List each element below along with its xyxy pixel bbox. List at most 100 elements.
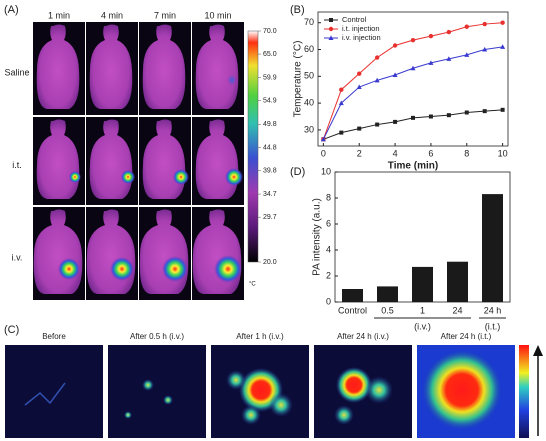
row-label: i.t. xyxy=(12,160,22,170)
time-label: 7 min xyxy=(154,10,176,20)
marker xyxy=(357,71,362,76)
pa-blob xyxy=(124,411,132,419)
image-label: Before xyxy=(42,332,66,341)
y-tick-label: 30 xyxy=(304,124,314,134)
marker xyxy=(357,126,362,131)
hot-spot xyxy=(58,258,80,280)
panel-label: (D) xyxy=(290,166,305,178)
y-tick-label: 60 xyxy=(304,44,314,54)
pa-blob xyxy=(226,370,246,390)
series-line xyxy=(323,109,503,140)
marker xyxy=(428,33,434,39)
colorbar-tick-label: 70.0 xyxy=(263,28,277,35)
hot-spot xyxy=(225,168,243,186)
panel-label: (A) xyxy=(4,4,19,16)
legend-marker xyxy=(329,18,333,22)
bar xyxy=(342,289,363,302)
pa-bg xyxy=(108,345,206,438)
colorbar-unit: °C xyxy=(249,282,256,288)
mouse-body xyxy=(36,24,80,109)
legend-label: Control xyxy=(342,15,367,24)
colorbar xyxy=(247,30,259,263)
marker xyxy=(374,55,380,60)
image-label: After 0.5 h (i.v.) xyxy=(130,332,184,341)
marker xyxy=(393,119,398,124)
pa-blob xyxy=(334,405,354,425)
pa-blob xyxy=(365,376,393,404)
bar xyxy=(377,286,398,302)
pa-image-panel: Before After 0.5 h (i.v.) After 1 h (i.v.)… xyxy=(5,332,543,438)
y-tick-label: 8 xyxy=(326,192,331,202)
marker xyxy=(464,24,469,29)
x-tick-label: 2 xyxy=(357,148,362,158)
y-axis-label: Temperature (°C) xyxy=(293,41,304,118)
marker xyxy=(374,77,380,83)
marker xyxy=(500,20,505,25)
marker xyxy=(500,44,506,49)
marker xyxy=(339,87,344,92)
hot-spot xyxy=(69,171,81,183)
series-line xyxy=(322,46,503,140)
pa-vessel xyxy=(24,382,66,406)
y-tick-label: 0 xyxy=(326,296,331,306)
y-tick-label: 50 xyxy=(304,71,314,81)
row-label: i.v. xyxy=(12,253,23,263)
marker xyxy=(482,109,487,114)
y-axis-label: PA intensity (a.u.) xyxy=(312,198,323,276)
marker xyxy=(375,122,380,127)
x-tick-label: 0.5 xyxy=(381,305,394,315)
x-tick-label: Control xyxy=(338,305,367,315)
marker xyxy=(500,107,505,112)
marker xyxy=(446,113,451,118)
colorbar-tick-label: 59.9 xyxy=(263,75,277,82)
hot-spot xyxy=(110,257,134,281)
y-tick-label: 4 xyxy=(326,244,331,254)
x-tick-label: 24 xyxy=(452,305,462,315)
bar xyxy=(447,261,468,302)
x-tick-label: 6 xyxy=(428,148,433,158)
marker xyxy=(446,56,452,61)
marker xyxy=(356,84,362,90)
group-label: (i.v.) xyxy=(414,321,431,331)
pa-colorbar xyxy=(519,345,529,438)
pa-blob xyxy=(163,395,173,405)
colorbar-tick-label: 29.7 xyxy=(263,214,277,221)
marker xyxy=(410,37,416,43)
x-tick-label: 4 xyxy=(393,148,398,158)
pa-blob xyxy=(142,379,154,391)
bar xyxy=(482,194,503,302)
hot-spot xyxy=(214,255,242,283)
x-axis-label: Time (min) xyxy=(388,161,438,172)
marker xyxy=(482,46,488,52)
pa-blob xyxy=(336,367,372,403)
plot-frame xyxy=(317,11,509,147)
colorbar-tick-label: 44.8 xyxy=(263,144,277,151)
y-tick-label: 10 xyxy=(321,166,331,176)
image-label: After 24 h (i.v.) xyxy=(337,332,389,341)
marker xyxy=(320,136,326,142)
marker xyxy=(464,110,469,115)
y-tick-label: 2 xyxy=(326,270,331,280)
colorbar-tick-label: 49.8 xyxy=(263,121,277,128)
x-tick-label: 8 xyxy=(464,148,469,158)
legend-marker xyxy=(328,35,334,40)
mouse-body xyxy=(142,24,186,109)
marker xyxy=(482,21,487,27)
marker xyxy=(428,114,433,119)
mouse-body xyxy=(36,119,80,199)
group-label: (i.t.) xyxy=(485,321,501,331)
x-tick-label: 1 xyxy=(420,305,425,315)
image-label: After 1 h (i.v.) xyxy=(236,332,284,341)
marker xyxy=(428,60,434,65)
y-tick-label: 6 xyxy=(326,218,331,228)
legend-marker xyxy=(328,26,334,32)
colorbar-tick-label: 65.0 xyxy=(263,51,277,58)
row-label: Saline xyxy=(4,68,29,78)
colorbar-tick-label: 54.9 xyxy=(263,98,277,105)
time-label: 1 min xyxy=(48,10,70,20)
pa-arrow-head xyxy=(533,345,543,356)
marker xyxy=(464,52,470,57)
x-tick-label: 10 xyxy=(498,148,508,158)
